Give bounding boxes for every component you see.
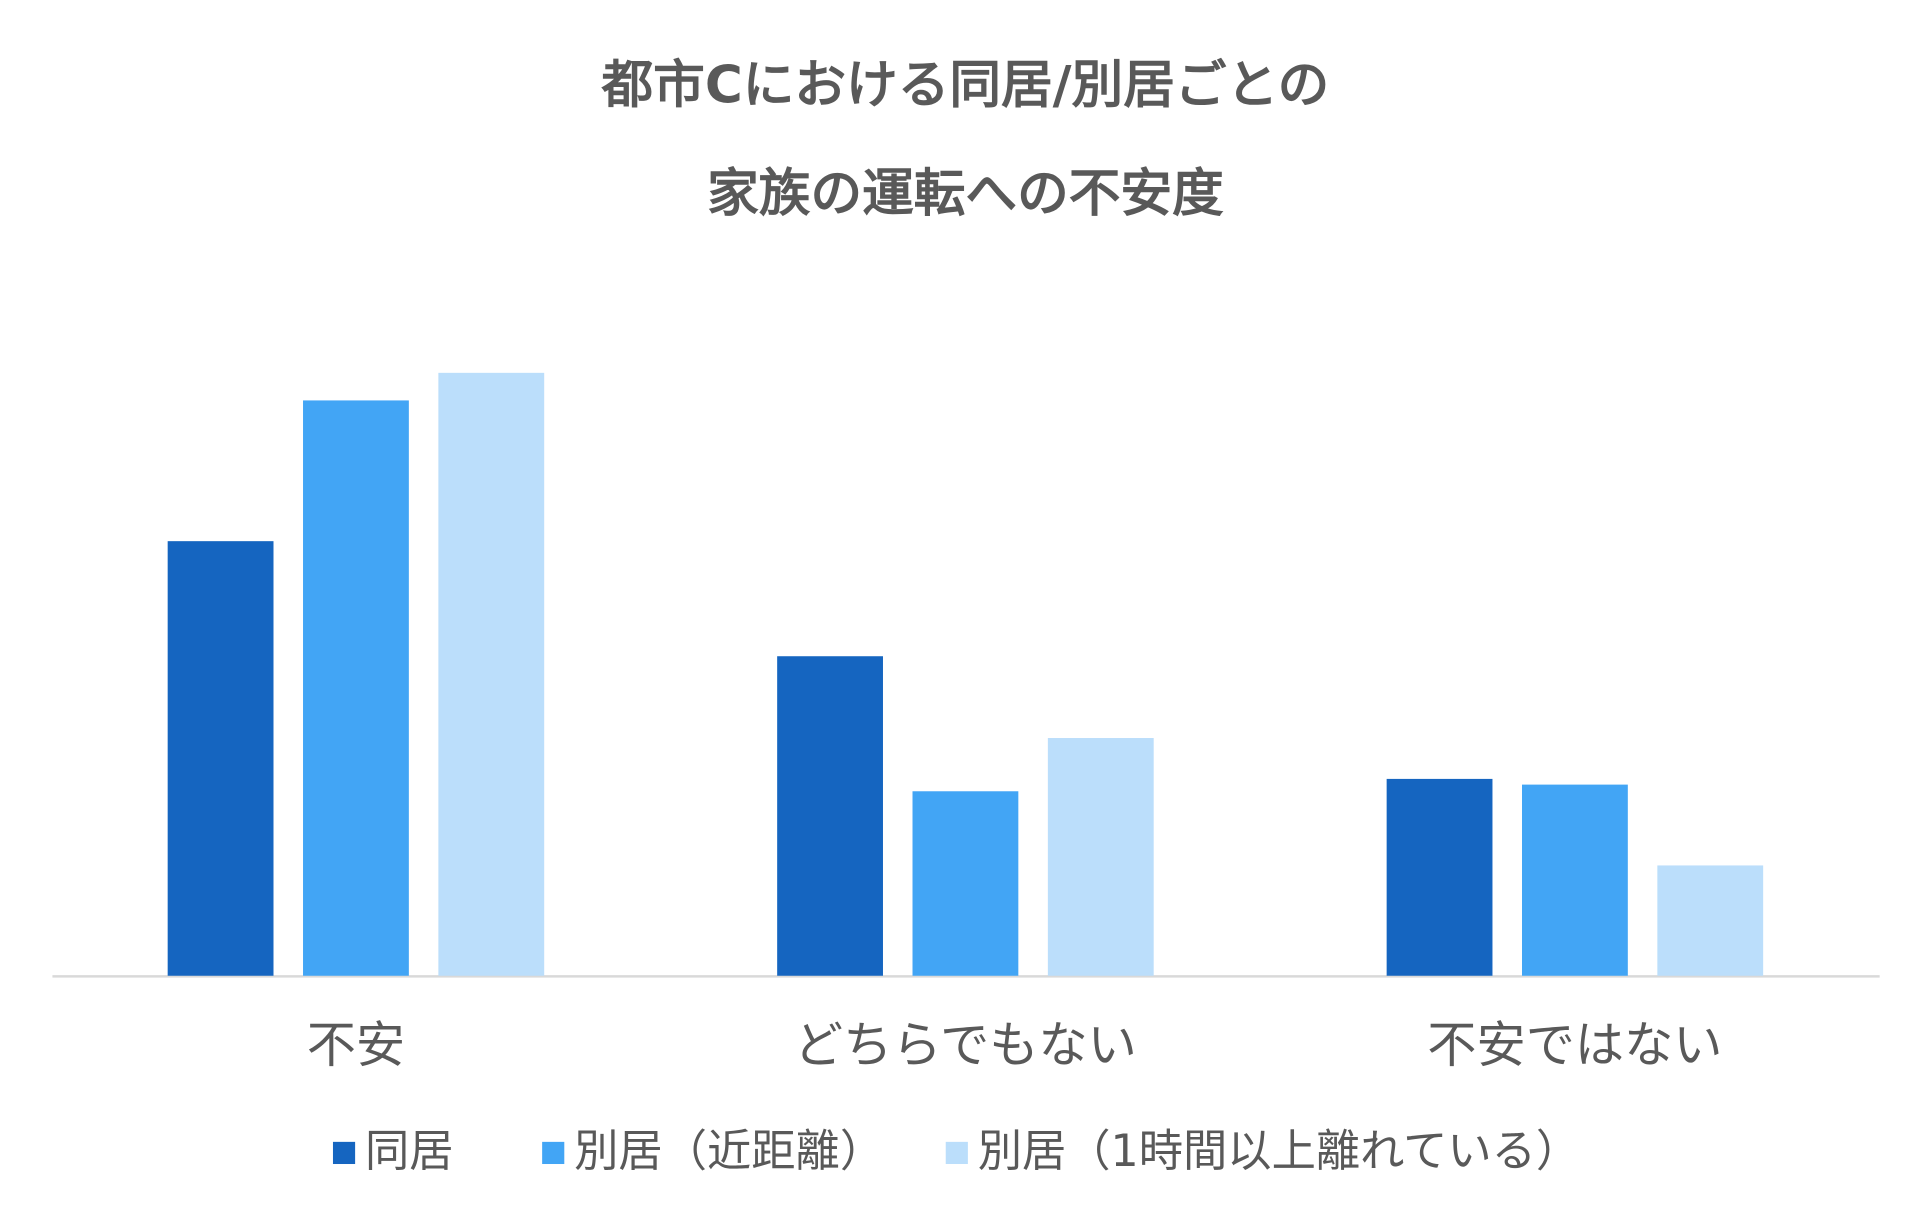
legend-label: 別居（1時間以上離れている）	[978, 1126, 1581, 1177]
legend-swatch	[332, 1141, 356, 1165]
bar	[303, 400, 409, 976]
x-tick-label: 不安	[307, 1016, 405, 1074]
bar	[1047, 738, 1154, 976]
x-tick-label: どちらでもない	[794, 1016, 1137, 1074]
chart-title: 家族の運転への不安度	[707, 164, 1224, 224]
legend-label: 同居	[365, 1126, 454, 1177]
x-tick-label: 不安ではない	[1427, 1016, 1722, 1074]
bar	[912, 791, 1019, 976]
bar	[777, 656, 883, 976]
bar	[438, 372, 545, 976]
legend-swatch	[945, 1141, 968, 1165]
bar	[167, 541, 274, 976]
bar	[1521, 784, 1628, 976]
bar	[1386, 778, 1493, 976]
legend-swatch	[542, 1141, 565, 1165]
chart-title: 都市Cにおける同居/別居ごとの	[601, 56, 1330, 116]
bar	[1657, 865, 1764, 976]
legend-label: 別居（近距離）	[574, 1126, 884, 1177]
